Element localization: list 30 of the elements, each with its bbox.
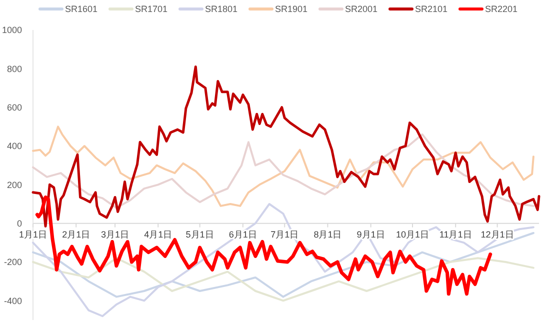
x-tick-label: 6月1日 [228, 229, 257, 240]
y-tick-label: -200 [4, 257, 22, 268]
x-tick-label: 12月1日 [480, 229, 514, 240]
legend-label: SR1601 [65, 4, 98, 14]
legend-label: SR2101 [415, 4, 448, 14]
y-tick-label: 200 [6, 180, 22, 190]
legend-label: SR2201 [485, 4, 518, 14]
x-tick-label: 1月1日 [18, 229, 48, 240]
y-tick-label: -400 [4, 296, 22, 306]
legend-label: SR1801 [205, 4, 238, 14]
line-series [32, 257, 534, 302]
legend-label: SR1901 [275, 4, 308, 14]
line-series [32, 65, 540, 228]
x-tick-label: 11月1日 [439, 229, 472, 240]
x-tick-label: 4月1日 [144, 229, 172, 240]
y-tick-label: 800 [6, 64, 22, 74]
x-tick-label: 10月1日 [396, 229, 430, 240]
legend-label: SR2001 [345, 4, 378, 14]
y-tick-label: 600 [6, 102, 22, 112]
x-tick-label: 8月1日 [314, 229, 342, 240]
line-series [32, 203, 534, 318]
y-tick-label: 400 [6, 141, 22, 152]
x-tick-label: 9月1日 [356, 229, 385, 240]
y-tick-label: 1000 [2, 25, 22, 36]
y-tick-label: 0 [16, 218, 22, 228]
legend-label: SR1701 [135, 4, 168, 14]
x-tick-label: 3月1日 [101, 229, 130, 240]
x-tick-label: 5月1日 [186, 229, 214, 240]
x-tick-label: 2月1日 [62, 229, 90, 240]
x-tick-label: 7月1日 [270, 229, 299, 240]
